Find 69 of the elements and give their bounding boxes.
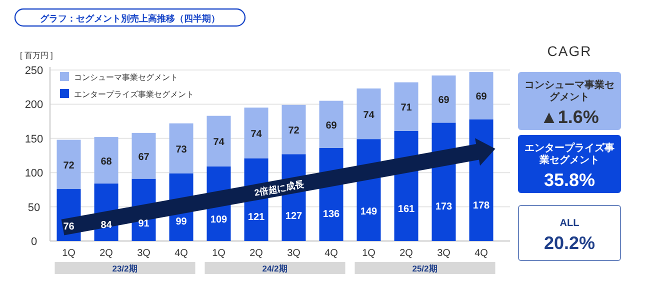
y-axis-title: [ 百万円 ] [20, 51, 53, 60]
bar [169, 123, 194, 174]
y-tick-label: 200 [24, 99, 44, 112]
data-label: 68 [100, 156, 112, 168]
data-label: 73 [176, 144, 188, 156]
data-label: 72 [288, 126, 300, 137]
x-tick-label: 2Q [250, 248, 264, 259]
data-label: 121 [248, 212, 266, 224]
x-tick-label: 3Q [137, 248, 151, 259]
data-label: 91 [138, 218, 150, 230]
text: 25/2期 [412, 264, 438, 274]
bar [469, 72, 494, 120]
y-tick-label: 100 [24, 168, 44, 180]
x-tick-label: 1Q [362, 248, 376, 259]
text: CAGR [546, 43, 593, 59]
x-tick-label: 3Q [437, 248, 451, 259]
y-tick-label: 150 [24, 133, 44, 146]
legend-label: エンタープライズ事業セグメント [74, 90, 194, 99]
bar [432, 75, 456, 123]
data-label: 173 [435, 202, 453, 212]
annotation: 2倍超に成長 [254, 179, 305, 198]
text: 24/2期 [262, 264, 288, 274]
x-tick-label: 3Q [287, 248, 301, 259]
data-label: 72 [63, 160, 75, 172]
data-label: 67 [138, 152, 150, 163]
y-tick-label: 0 [30, 236, 38, 248]
data-label: 74 [250, 128, 262, 140]
bar [94, 137, 118, 184]
bar [282, 104, 306, 154]
text: 23/2期 [112, 264, 138, 274]
text: 20.2% [542, 233, 596, 254]
text: ALL [558, 218, 580, 230]
y-tick-label: 50 [28, 202, 40, 214]
bar [206, 116, 231, 166]
data-label: 178 [472, 200, 490, 212]
bar [132, 132, 156, 179]
bar [394, 82, 418, 131]
data-label: 161 [398, 204, 416, 215]
data-label: 69 [326, 120, 338, 132]
legend-label: コンシューマ事業セグメント [74, 73, 178, 82]
bar [356, 88, 381, 140]
data-label: 69 [438, 95, 450, 106]
data-label: 76 [63, 221, 75, 232]
chart-title: グラフ：セグメント別売上高推移（四半期） [40, 14, 220, 24]
data-label: 149 [360, 206, 378, 218]
data-label: 136 [322, 209, 340, 220]
text: エンタープライズ事業セグメント [524, 143, 616, 167]
text: 35.8% [542, 170, 596, 191]
x-tick-label: 1Q [212, 248, 226, 259]
bar [56, 140, 81, 190]
x-tick-label: 4Q [324, 248, 338, 259]
data-label: 69 [476, 92, 488, 103]
x-tick-label: 4Q [174, 248, 188, 259]
bar [244, 108, 268, 158]
data-label: 71 [400, 102, 412, 114]
data-label: 74 [363, 110, 375, 121]
bar [319, 100, 344, 148]
data-label: 127 [285, 210, 303, 222]
x-tick-label: 4Q [474, 248, 488, 259]
text: ▲1.6% [539, 107, 600, 128]
x-tick-label: 1Q [62, 248, 76, 259]
y-tick-label: 250 [24, 65, 44, 77]
x-tick-label: 2Q [400, 248, 414, 259]
data-label: 99 [176, 216, 188, 228]
data-label: 109 [210, 214, 228, 226]
data-label: 84 [100, 220, 112, 231]
text: コンシューマ事業セグメント [524, 80, 616, 104]
data-label: 74 [213, 137, 225, 148]
x-tick-label: 2Q [100, 248, 114, 259]
